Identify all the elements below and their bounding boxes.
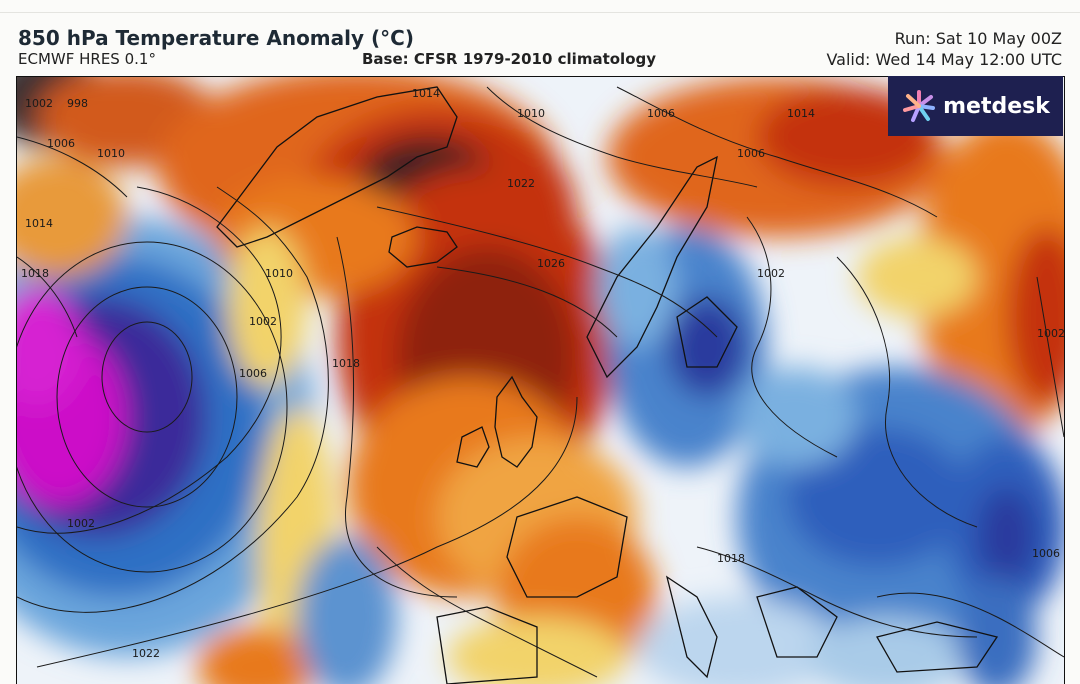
baltic-coast — [676, 296, 738, 368]
isobar-label: 1002 — [25, 97, 53, 110]
greenland-coast — [216, 86, 458, 248]
isobar — [746, 216, 838, 458]
isobar — [376, 546, 598, 678]
isobar — [101, 321, 193, 433]
isobar — [486, 86, 758, 188]
france-coast — [506, 496, 628, 598]
isobar-label: 998 — [67, 97, 88, 110]
header: 850 hPa Temperature Anomaly (°C) ECMWF H… — [0, 0, 1080, 76]
isobar-label: 1010 — [265, 267, 293, 280]
isobar-label: 1010 — [97, 147, 125, 160]
britain-coast — [494, 375, 538, 468]
isobar-label: 1006 — [1032, 547, 1060, 560]
isobar-labels: 1002 998 1006 1010 1014 1018 1022 1026 1… — [21, 87, 1064, 660]
isobar-label: 1006 — [737, 147, 765, 160]
isobar-label: 1006 — [47, 137, 75, 150]
map-canvas: 1002 998 1006 1010 1014 1018 1022 1026 1… — [17, 77, 1064, 684]
italy-coast — [665, 575, 718, 679]
isobar-label: 1014 — [787, 107, 815, 120]
metdesk-logo: metdesk — [888, 76, 1063, 136]
isobar-label: 1018 — [21, 267, 49, 280]
map-title: 850 hPa Temperature Anomaly (°C) — [18, 26, 414, 50]
anomaly-map: 1002 998 1006 1010 1014 1018 1022 1026 1… — [16, 76, 1065, 684]
base-climatology-label: Base: CFSR 1979-2010 climatology — [362, 50, 657, 68]
ireland-coast — [456, 426, 490, 468]
iceland-coast — [388, 226, 458, 268]
isobar-label: 1018 — [332, 357, 360, 370]
isobar-label: 1014 — [25, 217, 53, 230]
iberia-coast — [436, 606, 538, 684]
isobar-label: 1002 — [1037, 327, 1064, 340]
isobar-label: 1002 — [757, 267, 785, 280]
coastlines — [216, 86, 999, 684]
isobar-label: 1018 — [717, 552, 745, 565]
isobar-label: 1022 — [507, 177, 535, 190]
isobar-label: 1006 — [239, 367, 267, 380]
isobar-label: 1006 — [647, 107, 675, 120]
isobar — [17, 241, 288, 573]
isobar-label: 1026 — [537, 257, 565, 270]
isobars — [17, 86, 1064, 678]
valid-time-label: Valid: Wed 14 May 12:00 UTC — [826, 50, 1062, 69]
isobar — [17, 186, 329, 613]
isobar-label: 1002 — [67, 517, 95, 530]
isobar — [696, 546, 978, 638]
isobar-label: 1022 — [132, 647, 160, 660]
isobar — [336, 236, 458, 598]
isobar — [36, 396, 578, 668]
isobar — [616, 86, 938, 218]
isobar — [836, 256, 978, 528]
turkey-coast — [876, 621, 999, 673]
isobar-label: 1014 — [412, 87, 440, 100]
isobar — [56, 286, 238, 508]
balkans-coast — [756, 586, 838, 658]
logo-text: metdesk — [943, 93, 1050, 119]
isobar — [1036, 276, 1064, 438]
isobar-label: 1002 — [249, 315, 277, 328]
model-label: ECMWF HRES 0.1° — [18, 50, 156, 68]
isobar — [17, 256, 78, 338]
isobar-label: 1010 — [517, 107, 545, 120]
top-divider — [0, 12, 1080, 13]
run-time-label: Run: Sat 10 May 00Z — [894, 29, 1062, 48]
norway-coast — [586, 155, 718, 379]
isobar — [436, 266, 618, 338]
isobar — [876, 592, 1064, 658]
starburst-logo-icon — [903, 90, 936, 122]
isobar — [376, 206, 718, 338]
isobar — [17, 136, 128, 198]
isobar — [17, 186, 282, 534]
